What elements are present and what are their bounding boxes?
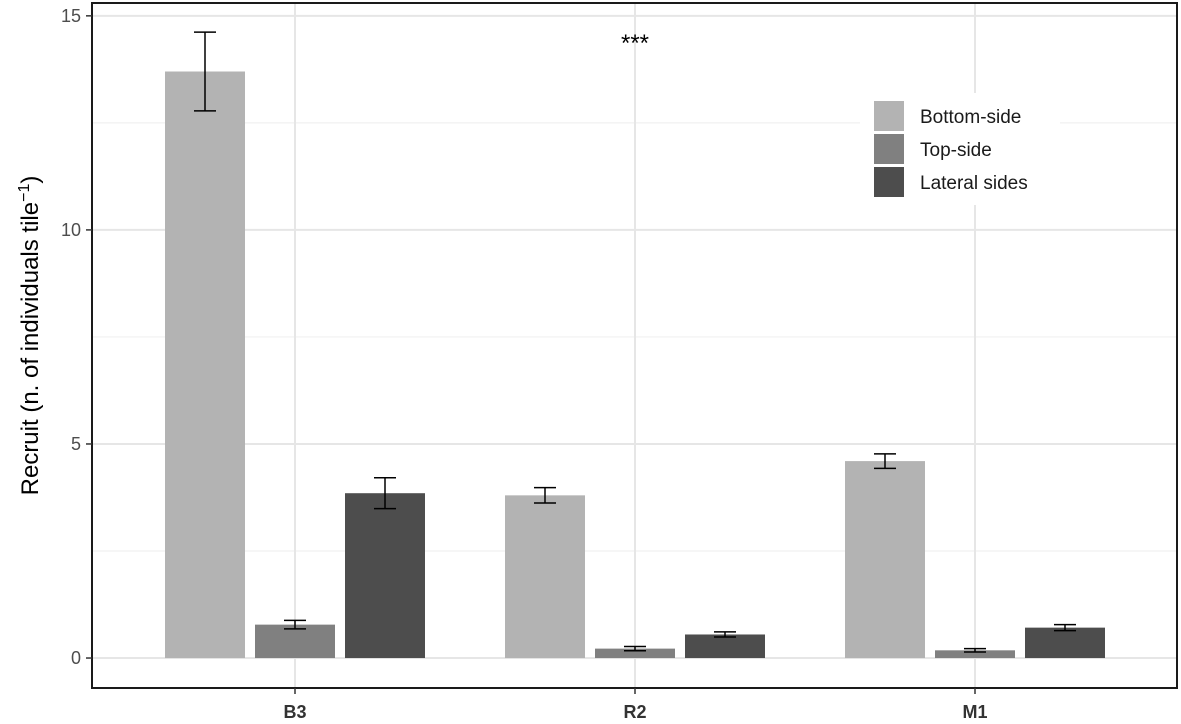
y-axis-label: Recruit (n. of individuals tile−1) <box>16 176 44 496</box>
x-tick-label: B3 <box>283 702 306 722</box>
bar-top-side-b3 <box>255 624 335 659</box>
error-bars <box>194 31 1076 653</box>
legend-key-top-side <box>874 134 904 164</box>
error-bar <box>624 645 646 652</box>
error-bar <box>374 477 396 510</box>
bar-top-side-m1 <box>935 650 1015 659</box>
bar-bottom-side-b3 <box>165 71 245 659</box>
y-axis-label-close: ) <box>17 176 44 184</box>
y-tick-label: 0 <box>71 648 81 668</box>
bar-bottom-side-m1 <box>845 461 925 659</box>
error-bar <box>284 619 306 630</box>
legend-key-lateral-sides <box>874 167 904 197</box>
y-axis-label-superscript: −1 <box>16 184 33 202</box>
error-bar <box>874 453 896 470</box>
x-axis-ticks: B3 R2 M1 <box>283 688 988 722</box>
bar-bottom-side-r2 <box>505 495 585 659</box>
x-tick-label: R2 <box>623 702 646 722</box>
y-tick-label: 15 <box>61 6 81 26</box>
legend-label: Top-side <box>920 140 992 161</box>
error-bar <box>964 647 986 653</box>
bar-top-side-r2 <box>595 648 675 659</box>
bars <box>165 71 1105 659</box>
legend-label: Bottom-side <box>920 107 1021 128</box>
y-axis-label-main: Recruit (n. of individuals tile <box>17 202 44 495</box>
significance-annotation: *** <box>621 30 649 57</box>
y-tick-label: 5 <box>71 434 81 454</box>
legend: Bottom-side Top-side Lateral sides <box>860 93 1060 205</box>
bar-lateral-sides-b3 <box>345 493 425 659</box>
error-bar <box>714 631 736 638</box>
y-axis-ticks: 0 5 10 15 <box>61 6 92 668</box>
legend-label: Lateral sides <box>920 173 1028 194</box>
bar-lateral-sides-m1 <box>1025 627 1105 659</box>
error-bar <box>194 31 216 112</box>
x-tick-label: M1 <box>962 702 987 722</box>
bar-lateral-sides-r2 <box>685 634 765 659</box>
legend-key-bottom-side <box>874 101 904 131</box>
y-tick-label: 10 <box>61 220 81 240</box>
error-bar <box>1054 623 1076 632</box>
error-bar <box>534 486 556 504</box>
